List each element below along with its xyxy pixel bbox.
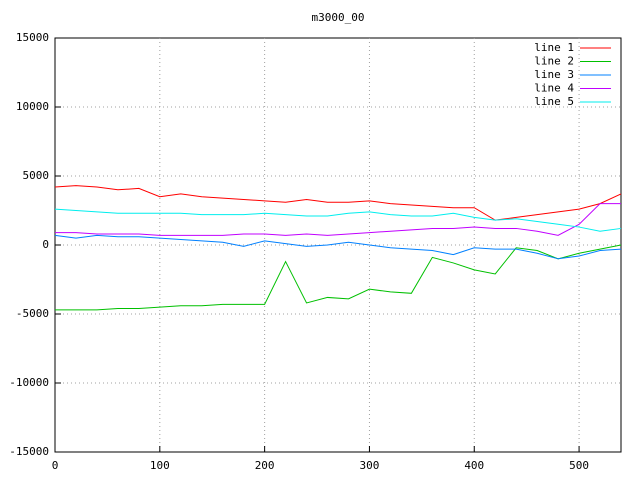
y-tick-label: -15000 [9,445,49,458]
y-tick-label: 5000 [23,169,50,182]
x-tick-label: 100 [150,459,170,472]
legend-label: line 1 [534,41,574,54]
y-tick-label: -10000 [9,376,49,389]
legend-label: line 4 [534,82,574,95]
series-line [54,185,622,221]
legend-label: line 2 [534,55,574,68]
x-tick-label: 0 [52,459,59,472]
x-tick-label: 400 [464,459,484,472]
legend-label: line 5 [534,95,574,108]
chart-title: m3000_00 [312,11,365,24]
x-tick-label: 300 [360,459,380,472]
x-tick-label: 500 [569,459,589,472]
legend-label: line 3 [534,68,574,81]
y-tick-label: -5000 [16,307,49,320]
x-tick-label: 200 [255,459,275,472]
series-line [55,244,622,311]
series-line [54,208,622,232]
series-line [54,234,622,260]
y-tick-label: 0 [42,238,49,251]
y-tick-label: 10000 [16,100,49,113]
series-line [55,203,621,236]
y-tick-label: 15000 [16,31,49,44]
